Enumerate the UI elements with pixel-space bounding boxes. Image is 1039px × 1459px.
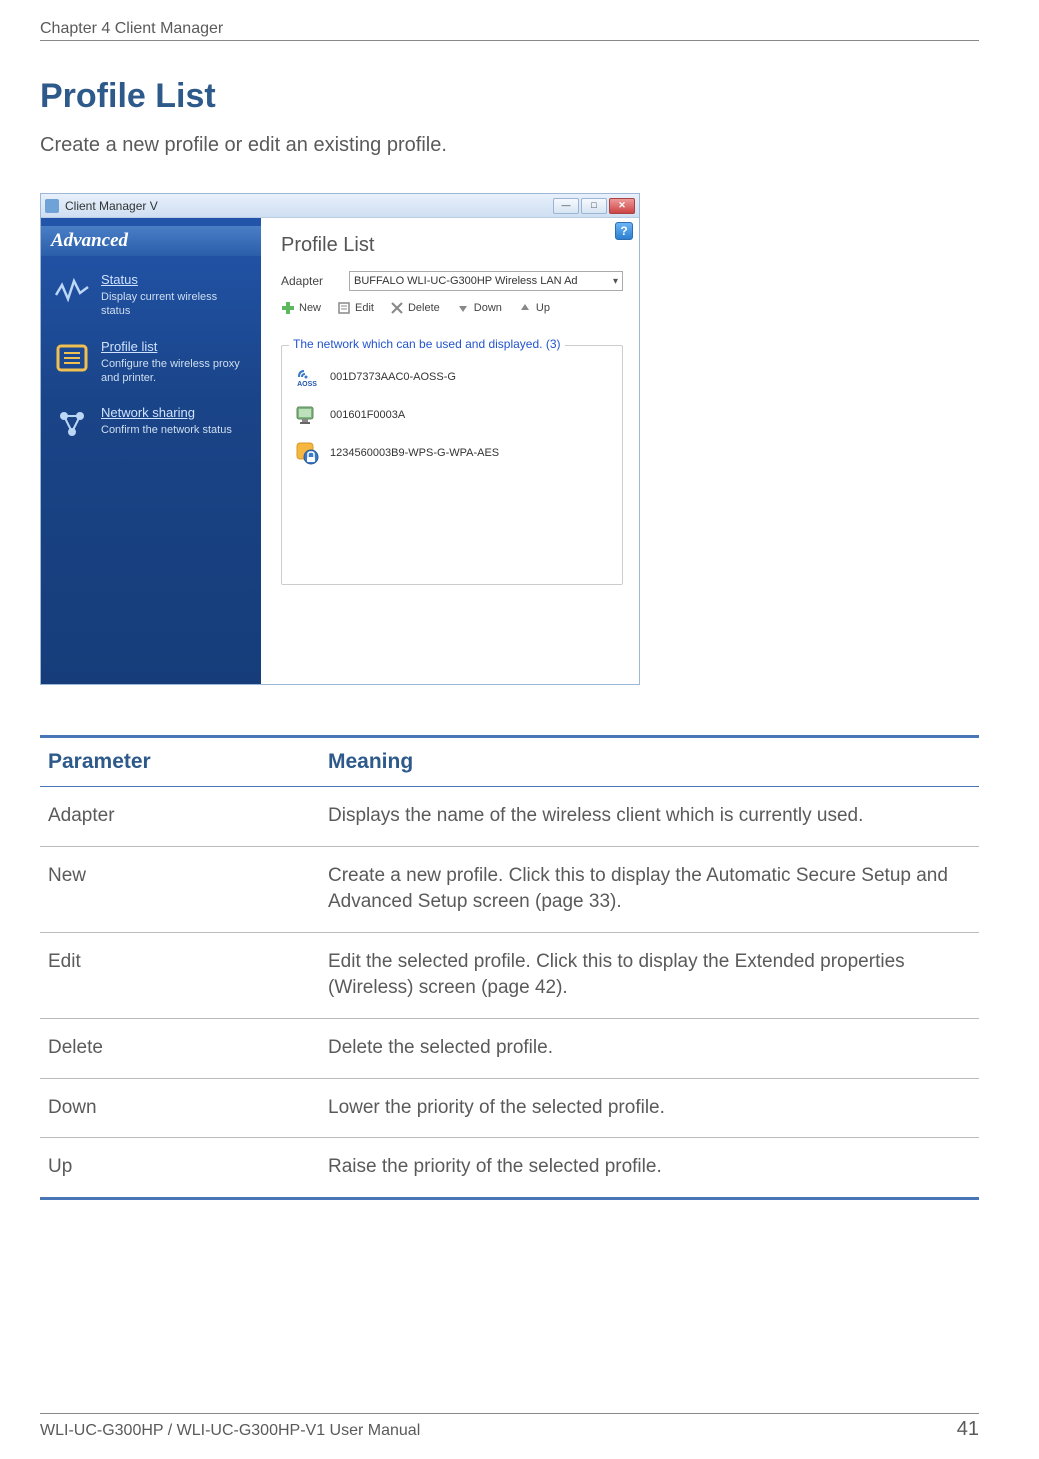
down-label: Down xyxy=(474,302,502,314)
meaning-cell: Create a new profile. Click this to disp… xyxy=(320,846,979,932)
window-controls: — □ ✕ xyxy=(553,198,635,214)
page-header: Chapter 4 Client Manager xyxy=(40,20,979,41)
sidebar-link-sharing: Network sharing xyxy=(101,405,232,420)
sidebar-item-status[interactable]: Status Display current wireless status xyxy=(41,262,261,329)
chapter-label: Chapter 4 Client Manager xyxy=(40,20,223,38)
table-row: Adapter Displays the name of the wireles… xyxy=(40,787,979,847)
param-cell: Up xyxy=(40,1138,320,1199)
monitor-icon xyxy=(294,402,320,428)
meaning-cell: Lower the priority of the selected profi… xyxy=(320,1078,979,1138)
app-icon xyxy=(45,199,59,213)
parameter-table: Parameter Meaning Adapter Displays the n… xyxy=(40,735,979,1200)
aoss-label: AOSS xyxy=(297,381,317,388)
profile-list-icon xyxy=(53,339,91,377)
section-heading: Profile List xyxy=(40,77,979,116)
edit-label: Edit xyxy=(355,302,374,314)
manual-name: WLI-UC-G300HP / WLI-UC-G300HP-V1 User Ma… xyxy=(40,1422,420,1440)
table-row: Down Lower the priority of the selected … xyxy=(40,1078,979,1138)
main-panel: ? Profile List Adapter BUFFALO WLI-UC-G3… xyxy=(261,218,639,684)
col-meaning: Meaning xyxy=(320,737,979,787)
sidebar: Advanced Status Display current wireless… xyxy=(41,218,261,684)
minimize-button[interactable]: — xyxy=(553,198,579,214)
delete-button[interactable]: Delete xyxy=(390,301,440,315)
meaning-cell: Delete the selected profile. xyxy=(320,1018,979,1078)
meaning-cell: Raise the priority of the selected profi… xyxy=(320,1138,979,1199)
sidebar-link-status: Status xyxy=(101,272,249,287)
delete-icon xyxy=(390,301,404,315)
sidebar-desc-sharing: Confirm the network status xyxy=(101,423,232,437)
param-cell: New xyxy=(40,846,320,932)
app-window: Client Manager V — □ ✕ Advanced Status D… xyxy=(40,193,640,685)
wps-icon xyxy=(294,440,320,466)
section-intro: Create a new profile or edit an existing… xyxy=(40,134,979,157)
col-parameter: Parameter xyxy=(40,737,320,787)
table-row: Delete Delete the selected profile. xyxy=(40,1018,979,1078)
network-item[interactable]: AOSS 001D7373AAC0-AOSS-G xyxy=(292,358,612,396)
close-button[interactable]: ✕ xyxy=(609,198,635,214)
network-item[interactable]: 1234560003B9-WPS-G-WPA-AES xyxy=(292,434,612,472)
plus-icon xyxy=(281,301,295,315)
network-fieldset-label: The network which can be used and displa… xyxy=(289,337,565,351)
sidebar-header: Advanced xyxy=(41,226,261,256)
titlebar: Client Manager V — □ ✕ xyxy=(41,194,639,218)
network-sharing-icon xyxy=(53,405,91,443)
adapter-label: Adapter xyxy=(281,274,337,288)
maximize-button[interactable]: □ xyxy=(581,198,607,214)
table-row: New Create a new profile. Click this to … xyxy=(40,846,979,932)
window-title: Client Manager V xyxy=(65,199,547,213)
network-ssid: 001D7373AAC0-AOSS-G xyxy=(330,371,456,383)
network-ssid: 1234560003B9-WPS-G-WPA-AES xyxy=(330,447,499,459)
down-button[interactable]: Down xyxy=(456,301,502,315)
network-item[interactable]: 001601F0003A xyxy=(292,396,612,434)
adapter-select[interactable]: BUFFALO WLI-UC-G300HP Wireless LAN Ad xyxy=(349,271,623,291)
up-button[interactable]: Up xyxy=(518,301,550,315)
edit-icon xyxy=(337,301,351,315)
network-list: AOSS 001D7373AAC0-AOSS-G 001601F0003A xyxy=(281,345,623,585)
table-row: Up Raise the priority of the selected pr… xyxy=(40,1138,979,1199)
down-icon xyxy=(456,301,470,315)
adapter-value: BUFFALO WLI-UC-G300HP Wireless LAN Ad xyxy=(354,275,578,287)
meaning-cell: Displays the name of the wireless client… xyxy=(320,787,979,847)
sidebar-desc-status: Display current wireless status xyxy=(101,290,249,319)
sidebar-item-network-sharing[interactable]: Network sharing Confirm the network stat… xyxy=(41,395,261,453)
status-icon xyxy=(53,272,91,310)
param-cell: Adapter xyxy=(40,787,320,847)
meaning-cell: Edit the selected profile. Click this to… xyxy=(320,932,979,1018)
table-row: Edit Edit the selected profile. Click th… xyxy=(40,932,979,1018)
delete-label: Delete xyxy=(408,302,440,314)
edit-button[interactable]: Edit xyxy=(337,301,374,315)
panel-title: Profile List xyxy=(281,234,623,257)
network-ssid: 001601F0003A xyxy=(330,409,405,421)
toolbar: New Edit Delete Down xyxy=(281,301,623,315)
page-footer: WLI-UC-G300HP / WLI-UC-G300HP-V1 User Ma… xyxy=(40,1413,979,1441)
sidebar-desc-profile: Configure the wireless proxy and printer… xyxy=(101,357,249,386)
help-button[interactable]: ? xyxy=(615,222,633,240)
aoss-icon: AOSS xyxy=(294,364,320,390)
sidebar-item-profile-list[interactable]: Profile list Configure the wireless prox… xyxy=(41,329,261,396)
new-button[interactable]: New xyxy=(281,301,321,315)
new-label: New xyxy=(299,302,321,314)
param-cell: Delete xyxy=(40,1018,320,1078)
up-icon xyxy=(518,301,532,315)
sidebar-link-profile: Profile list xyxy=(101,339,249,354)
param-cell: Down xyxy=(40,1078,320,1138)
up-label: Up xyxy=(536,302,550,314)
page-number: 41 xyxy=(957,1418,979,1441)
param-cell: Edit xyxy=(40,932,320,1018)
